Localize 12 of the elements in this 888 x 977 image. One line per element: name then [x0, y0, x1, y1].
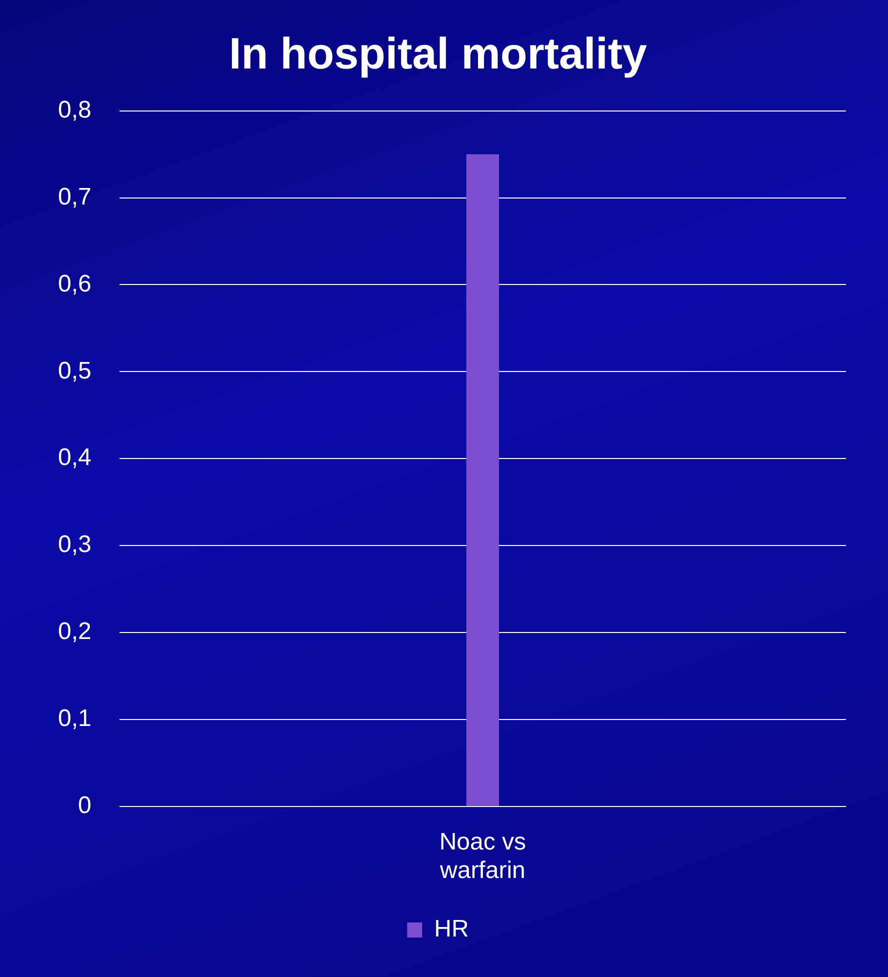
y-tick-label: 0,4: [58, 444, 92, 472]
y-tick-label: 0,6: [58, 270, 92, 298]
y-tick-label: 0,5: [58, 357, 92, 384]
y-tick-label: 0,2: [58, 618, 92, 646]
chart-title: In hospital mortality: [228, 30, 648, 79]
y-tick-label: 0,3: [58, 531, 92, 558]
x-tick-label: Noac vs warfarin: [439, 828, 526, 884]
y-tick-label: 0,7: [58, 183, 92, 210]
y-tick-label: 0: [78, 792, 92, 820]
legend-label: HR: [434, 916, 469, 943]
y-tick-label: 0,1: [58, 705, 92, 732]
y-tick-label: 0,8: [58, 96, 92, 124]
